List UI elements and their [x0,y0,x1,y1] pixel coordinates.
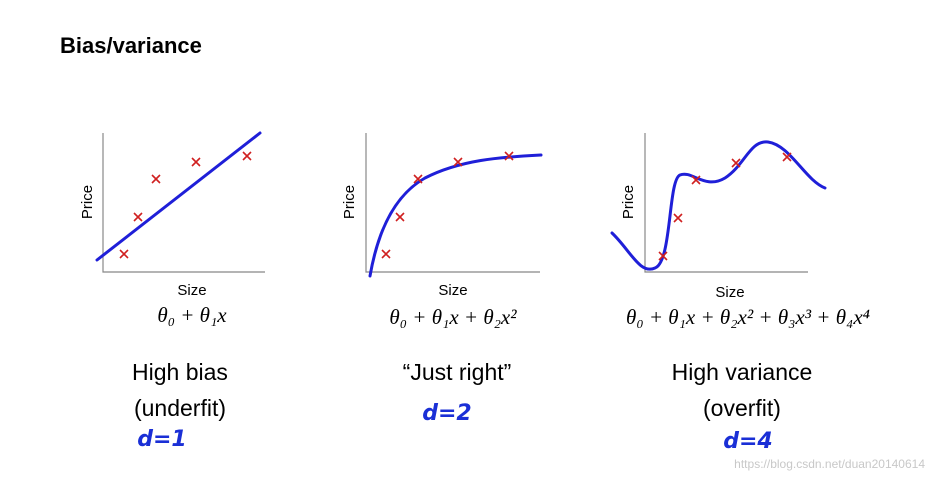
x-label: Size [438,282,467,299]
caption-line: High variance [672,359,813,385]
points [119,151,252,259]
fit-curve [610,140,827,271]
data-points [119,151,252,259]
panel-underfit: Price Size θ₀ + θ₁x High bias (underfit)… [79,131,265,452]
x-label: Size [177,282,206,299]
axes [365,133,540,273]
handwritten-note: d=4 [723,429,773,454]
panel-overfit: Price Size θ₀ + θ₁x + θ₂x² + θ₃x³ + θ₄x⁴… [610,133,870,454]
axes [102,133,265,273]
fit-curve [95,131,262,262]
title: Bias/variance [60,33,202,58]
caption-line: (underfit) [134,395,226,421]
handwritten-note: d=2 [422,401,472,426]
handwritten-note: d=1 [137,427,187,452]
x-label: Size [715,284,744,301]
panel-just-right: Price Size θ₀ + θ₁x + θ₂x² “Just right” … [341,133,543,426]
watermark: https://blog.csdn.net/duan20140614 [734,457,925,471]
fit-curve [368,153,543,278]
y-label: Price [79,185,96,219]
data-points [381,151,514,259]
caption-line: “Just right” [403,359,512,385]
formula: θ₀ + θ₁x + θ₂x² [389,305,517,329]
formula: θ₀ + θ₁x [157,303,227,327]
formula: θ₀ + θ₁x + θ₂x² + θ₃x³ + θ₄x⁴ [626,305,870,329]
y-label: Price [620,185,637,219]
y-label: Price [341,185,358,219]
data-points [658,152,792,261]
axes [644,133,808,273]
caption-line: High bias [132,359,228,385]
caption-line: (overfit) [703,395,781,421]
